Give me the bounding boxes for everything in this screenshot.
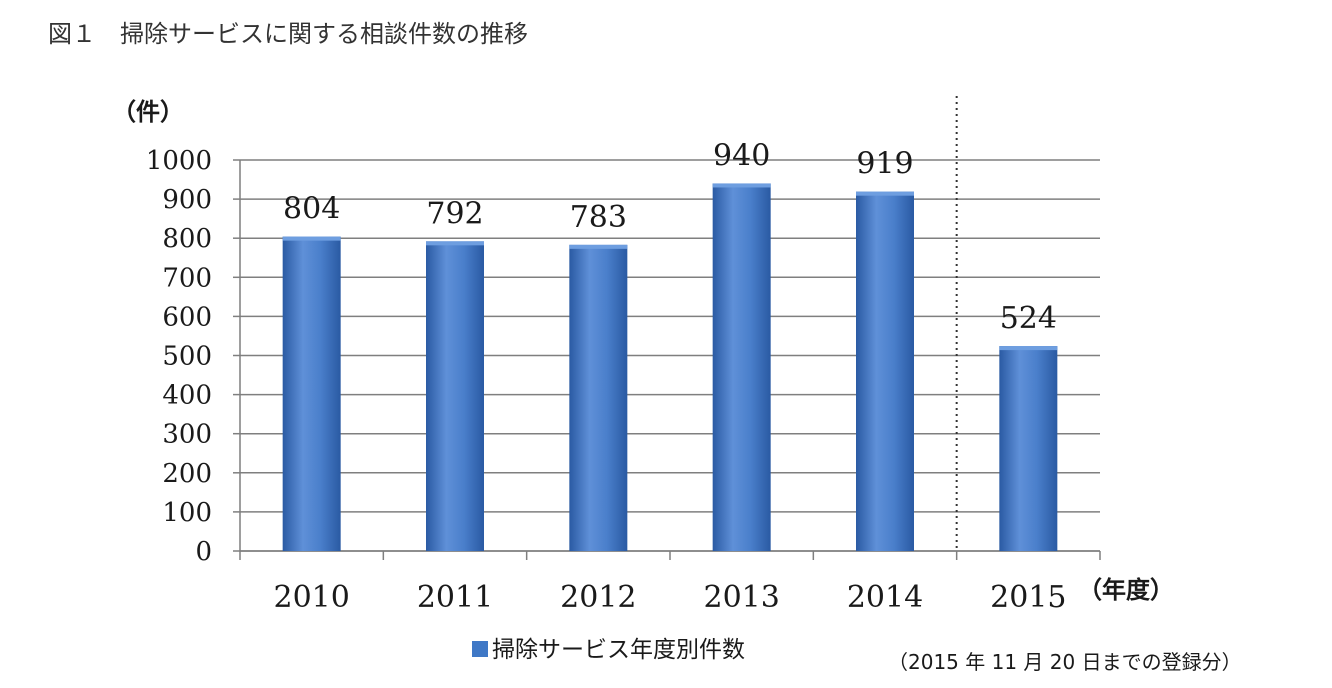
bar-body (856, 191, 914, 551)
x-tick-label-2012: 2012 (560, 580, 636, 615)
y-tick-label: 700 (162, 263, 212, 293)
x-tick-label-2013: 2013 (703, 580, 779, 615)
x-tick-label-2011: 2011 (417, 580, 493, 615)
bar-2015 (999, 346, 1058, 551)
data-label-2011: 792 (426, 196, 483, 231)
y-tick-label: 1000 (146, 146, 212, 176)
y-tick-label: 900 (162, 185, 212, 215)
bar-top-highlight (282, 236, 341, 241)
y-tick-label: 800 (162, 224, 212, 254)
bar-body (282, 236, 341, 552)
y-tick-label: 600 (162, 302, 212, 332)
data-label-2013: 940 (713, 138, 770, 173)
x-axis-ticks: 2010 2011 2012 2013 2014 2015 (239, 551, 1101, 615)
legend-label: 掃除サービス年度別件数 (492, 637, 745, 663)
legend-swatch (472, 641, 488, 657)
bar-top-highlight (712, 183, 771, 188)
y-tick-label: 500 (162, 342, 212, 372)
data-labels: 804 792 783 940 919 524 (283, 138, 1057, 336)
bar-2013 (712, 183, 771, 551)
legend: 掃除サービス年度別件数 (472, 637, 745, 663)
x-tick-label-2015: 2015 (990, 580, 1066, 615)
bar-top-highlight (569, 244, 628, 249)
x-tick-label-2014: 2014 (847, 580, 923, 615)
data-label-2015: 524 (1000, 301, 1057, 336)
y-tick-label: 300 (162, 420, 212, 450)
y-axis-label: （件） (112, 98, 184, 126)
bars (282, 183, 1058, 552)
bar-2010 (282, 236, 341, 552)
data-label-2010: 804 (283, 192, 340, 227)
figure-caption: 図１ 掃除サービスに関する相談件数の推移 (48, 20, 528, 48)
gridlines (233, 159, 1100, 552)
x-tick-label-2010: 2010 (273, 580, 349, 615)
bar-top-highlight (426, 241, 484, 246)
bar-top-highlight (856, 191, 914, 196)
bar-body (569, 244, 628, 552)
bar-body (426, 241, 484, 551)
bar-2012 (569, 244, 628, 552)
footnote: （2015 年 11 月 20 日までの登録分） (888, 650, 1242, 674)
bar-top-highlight (999, 346, 1058, 351)
x-axis-label: （年度） (1078, 576, 1174, 604)
y-tick-label: 200 (162, 459, 212, 489)
y-tick-label: 100 (162, 498, 212, 528)
bar-2011 (426, 241, 484, 551)
y-tick-label: 0 (195, 537, 212, 567)
bar-body (712, 183, 771, 551)
y-tick-label: 400 (162, 381, 212, 411)
data-label-2012: 783 (570, 200, 627, 235)
bar-body (999, 346, 1058, 551)
y-axis-ticks: 0 100 200 300 400 500 600 700 800 900 1000 (146, 146, 212, 567)
data-label-2014: 919 (856, 147, 913, 182)
bar-2014 (856, 191, 914, 551)
